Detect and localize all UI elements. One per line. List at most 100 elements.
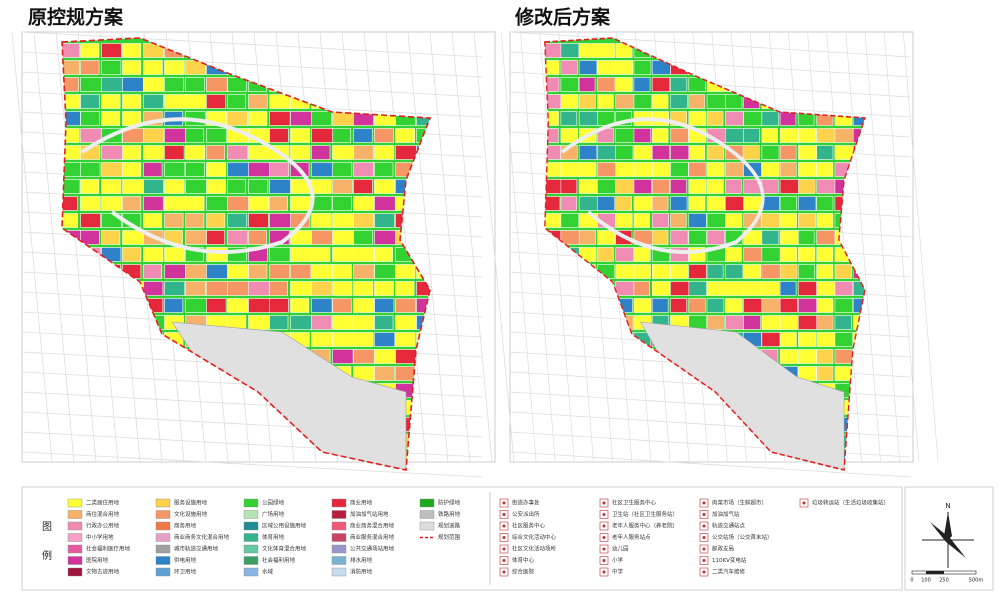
legend-swatch xyxy=(331,510,347,519)
parcel xyxy=(597,179,617,194)
parcel xyxy=(311,264,334,279)
parcel xyxy=(688,145,706,160)
parcel xyxy=(290,196,312,211)
street xyxy=(845,31,881,463)
street xyxy=(520,31,556,463)
parcel xyxy=(560,94,579,109)
parcel xyxy=(374,332,396,347)
parcel xyxy=(311,332,334,347)
scale-label: 100 xyxy=(921,578,931,584)
facility-text: 中学 xyxy=(612,568,624,576)
parcel xyxy=(290,247,313,262)
parcel xyxy=(670,145,690,160)
parcel xyxy=(80,213,101,228)
parcel xyxy=(269,196,288,211)
parcel xyxy=(164,162,186,177)
parcel xyxy=(185,281,207,296)
parcel xyxy=(779,349,798,364)
parcel xyxy=(761,468,780,470)
parcel xyxy=(185,179,208,194)
legend-swatch xyxy=(155,521,171,531)
parcel xyxy=(670,179,687,194)
facility-text: 垃圾转运站（生活垃圾收集站） xyxy=(812,499,889,507)
parcel xyxy=(206,162,227,177)
parcel xyxy=(143,196,164,211)
parcel xyxy=(101,468,121,470)
facility-icon xyxy=(502,501,506,505)
parcel xyxy=(743,247,763,262)
parcel xyxy=(798,281,817,296)
parcel xyxy=(560,196,577,211)
compass: N xyxy=(922,502,974,568)
facility-text: 轨道交通站点 xyxy=(712,522,746,530)
parcel xyxy=(248,145,271,160)
parcel xyxy=(725,162,745,177)
parcel xyxy=(578,77,596,92)
parcel xyxy=(143,77,165,92)
parcel xyxy=(761,111,779,126)
legend-swatch xyxy=(155,498,171,508)
parcel xyxy=(353,247,375,262)
parcel xyxy=(651,281,671,296)
parcel xyxy=(311,145,331,160)
parcel xyxy=(761,230,780,245)
scale-bar xyxy=(926,571,944,574)
facility-icon xyxy=(502,536,506,539)
parcel xyxy=(374,145,395,160)
parcel xyxy=(560,213,579,228)
parcel xyxy=(164,281,186,296)
street xyxy=(33,31,75,463)
parcel xyxy=(206,298,227,313)
parcel xyxy=(688,230,707,245)
parcel xyxy=(227,179,247,194)
facility-icon xyxy=(602,524,606,528)
parcel xyxy=(164,213,184,228)
parcel xyxy=(185,213,205,228)
parcel xyxy=(332,264,352,279)
parcel xyxy=(816,281,836,296)
street xyxy=(864,31,901,463)
parcel xyxy=(248,315,270,330)
parcel xyxy=(633,179,652,194)
parcel xyxy=(544,196,561,211)
parcel xyxy=(544,468,562,470)
parcel xyxy=(206,213,226,228)
parcel xyxy=(332,281,353,296)
legend-text: 水域 xyxy=(262,568,274,576)
street xyxy=(539,31,575,463)
parcel xyxy=(816,213,834,228)
parcel xyxy=(706,145,725,160)
facility-text: 邮政支局 xyxy=(712,545,734,553)
parcel xyxy=(615,196,632,211)
street xyxy=(21,31,483,58)
parcel xyxy=(164,298,184,313)
legend-swatch xyxy=(243,521,259,531)
parcel xyxy=(311,298,333,313)
parcel xyxy=(560,468,579,470)
parcel xyxy=(597,145,617,160)
parcel xyxy=(353,196,375,211)
parcel xyxy=(544,60,560,75)
parcel xyxy=(688,179,707,194)
parcel xyxy=(798,128,817,143)
parcel xyxy=(269,213,292,228)
parcel xyxy=(101,60,122,75)
parcel xyxy=(143,213,163,228)
parcel xyxy=(834,264,852,279)
parcel xyxy=(633,128,652,143)
legend-text: 行政办公用地 xyxy=(86,522,120,530)
parcel xyxy=(311,111,332,126)
street xyxy=(473,31,515,463)
legend-swatch xyxy=(243,556,259,565)
parcel xyxy=(578,196,599,211)
parcel xyxy=(633,213,651,228)
parcel xyxy=(80,43,100,58)
legend-text: 文化体育混合用地 xyxy=(262,545,307,553)
parcel xyxy=(670,230,689,245)
parcel xyxy=(395,349,418,364)
parcel xyxy=(269,315,289,330)
parcel xyxy=(290,264,312,279)
parcel xyxy=(164,128,187,143)
parcel xyxy=(816,179,836,194)
parcel xyxy=(578,230,596,245)
